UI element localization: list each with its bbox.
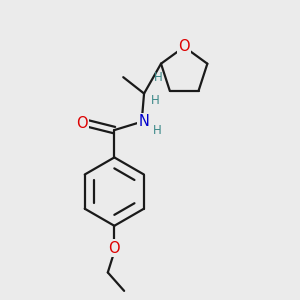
- Text: H: H: [153, 124, 161, 136]
- Text: H: H: [154, 71, 163, 85]
- Text: O: O: [76, 116, 88, 131]
- Text: O: O: [178, 39, 190, 54]
- Text: N: N: [139, 114, 149, 129]
- Text: H: H: [151, 94, 160, 106]
- Text: O: O: [109, 241, 120, 256]
